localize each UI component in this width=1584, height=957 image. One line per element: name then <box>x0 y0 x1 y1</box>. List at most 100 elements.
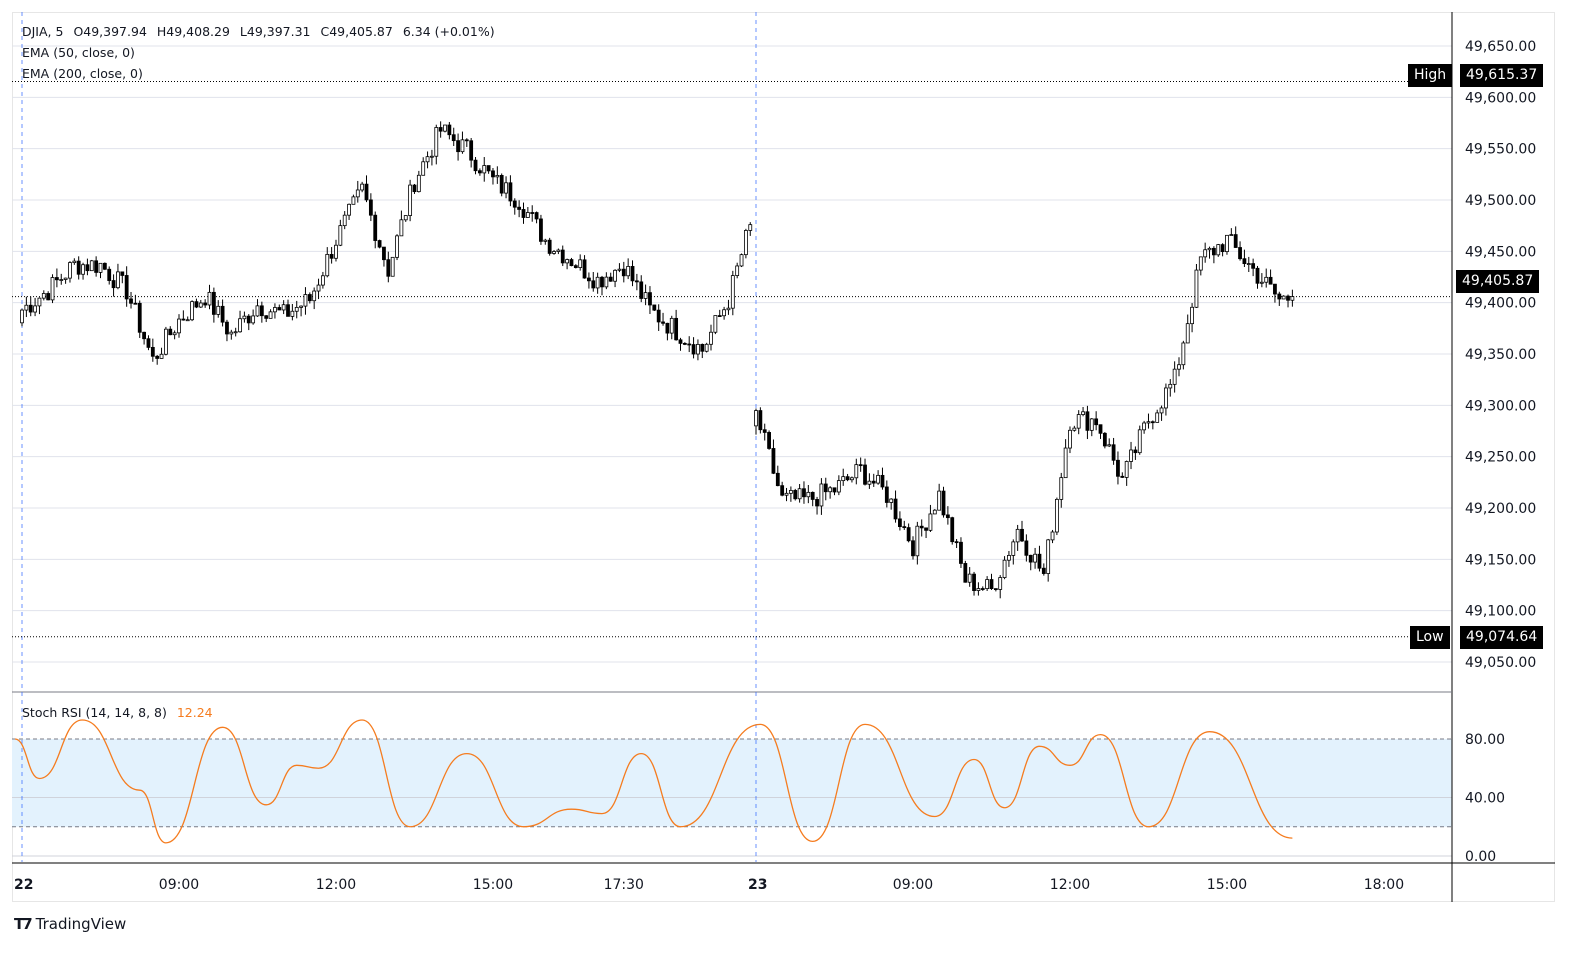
candle-body <box>617 268 622 271</box>
candle <box>1172 361 1177 393</box>
candle-body <box>1068 429 1072 449</box>
candle-body <box>425 156 430 163</box>
candle-body <box>1177 364 1181 370</box>
candle <box>652 304 657 312</box>
candle-body <box>1059 477 1064 500</box>
candle <box>177 314 181 338</box>
candle-body <box>980 588 985 590</box>
candle-body <box>880 474 885 488</box>
candle-body <box>434 127 439 157</box>
candle-body <box>591 280 596 289</box>
candle-body <box>504 182 508 194</box>
candle-body <box>499 175 504 194</box>
candle-body <box>806 491 811 498</box>
candle-body <box>399 219 404 237</box>
candle <box>932 509 937 515</box>
candle <box>556 248 561 255</box>
candle <box>1164 383 1168 416</box>
candle-body <box>307 294 312 302</box>
candle-body <box>299 305 303 308</box>
candle <box>802 481 806 504</box>
candle <box>1063 439 1068 479</box>
candle-body <box>342 214 347 227</box>
candle-body <box>268 311 273 319</box>
candle <box>451 127 456 147</box>
candle-body <box>743 230 748 256</box>
candle-body <box>739 254 744 267</box>
candle-body <box>98 262 103 273</box>
candle-body <box>116 271 120 289</box>
candle-body <box>491 170 495 178</box>
candle-body <box>1159 407 1164 414</box>
candle-body <box>1190 306 1194 325</box>
indicator-legend-ema50[interactable]: EMA (50, close, 0) <box>22 45 135 60</box>
candle-body <box>464 139 469 142</box>
tradingview-brand[interactable]: T7 TradingView <box>14 915 126 933</box>
price-tick-label: 49,500.00 <box>1465 193 1536 209</box>
candle <box>806 485 811 504</box>
candle-body <box>758 410 763 431</box>
candle-body <box>643 292 648 299</box>
candle <box>438 121 443 138</box>
candle-body <box>573 265 578 268</box>
candle-body <box>797 488 802 500</box>
candle-body <box>941 490 946 516</box>
candle <box>133 294 138 305</box>
candle <box>203 299 208 308</box>
candle <box>906 523 911 543</box>
candle <box>836 475 841 496</box>
candle <box>963 560 968 583</box>
candle <box>884 480 889 508</box>
candle-body <box>85 264 90 272</box>
candle <box>1185 314 1190 344</box>
candle-body <box>748 224 753 231</box>
candle-body <box>521 209 526 218</box>
candle <box>425 151 430 169</box>
candle-body <box>194 301 199 308</box>
candle <box>85 258 90 276</box>
candle-body <box>81 264 85 275</box>
stoch-rsi-legend[interactable]: Stoch RSI (14, 14, 8, 8) 12.24 <box>22 705 219 720</box>
candle <box>656 304 661 331</box>
candle-body <box>508 182 513 202</box>
candle <box>1094 411 1099 431</box>
candle <box>1028 554 1033 571</box>
stoch-band <box>12 739 1452 827</box>
candle-body <box>111 280 116 289</box>
candle <box>76 256 81 280</box>
candle-body <box>613 269 617 282</box>
indicator-legend-ema200[interactable]: EMA (200, close, 0) <box>22 66 143 81</box>
candle <box>604 272 609 290</box>
candle <box>967 567 972 587</box>
candle <box>281 300 286 315</box>
time-tick-label: 12:00 <box>316 877 356 893</box>
candle <box>919 519 924 537</box>
candle <box>1098 424 1103 439</box>
candle <box>1194 263 1199 308</box>
candle-body <box>1033 553 1037 563</box>
candle <box>164 326 168 356</box>
candle <box>639 275 644 303</box>
candle <box>898 511 902 531</box>
candle-body <box>142 331 147 340</box>
candle-body <box>172 332 177 336</box>
candle <box>102 262 107 271</box>
candle-body <box>46 293 51 301</box>
candle <box>959 537 963 568</box>
candle-body <box>273 307 277 313</box>
symbol-name[interactable]: DJIA, 5 <box>22 24 64 39</box>
candle <box>351 194 356 205</box>
candle-body <box>767 432 771 449</box>
candle <box>307 292 312 304</box>
candle <box>1207 246 1212 259</box>
candle-body <box>539 218 543 242</box>
candle-body <box>1290 296 1295 301</box>
candle <box>989 573 994 590</box>
candle-body <box>164 328 168 355</box>
candle <box>665 322 670 341</box>
candle-body <box>312 290 317 302</box>
candle-body <box>898 518 902 527</box>
candle-body <box>730 275 735 309</box>
candle-body <box>674 317 679 341</box>
